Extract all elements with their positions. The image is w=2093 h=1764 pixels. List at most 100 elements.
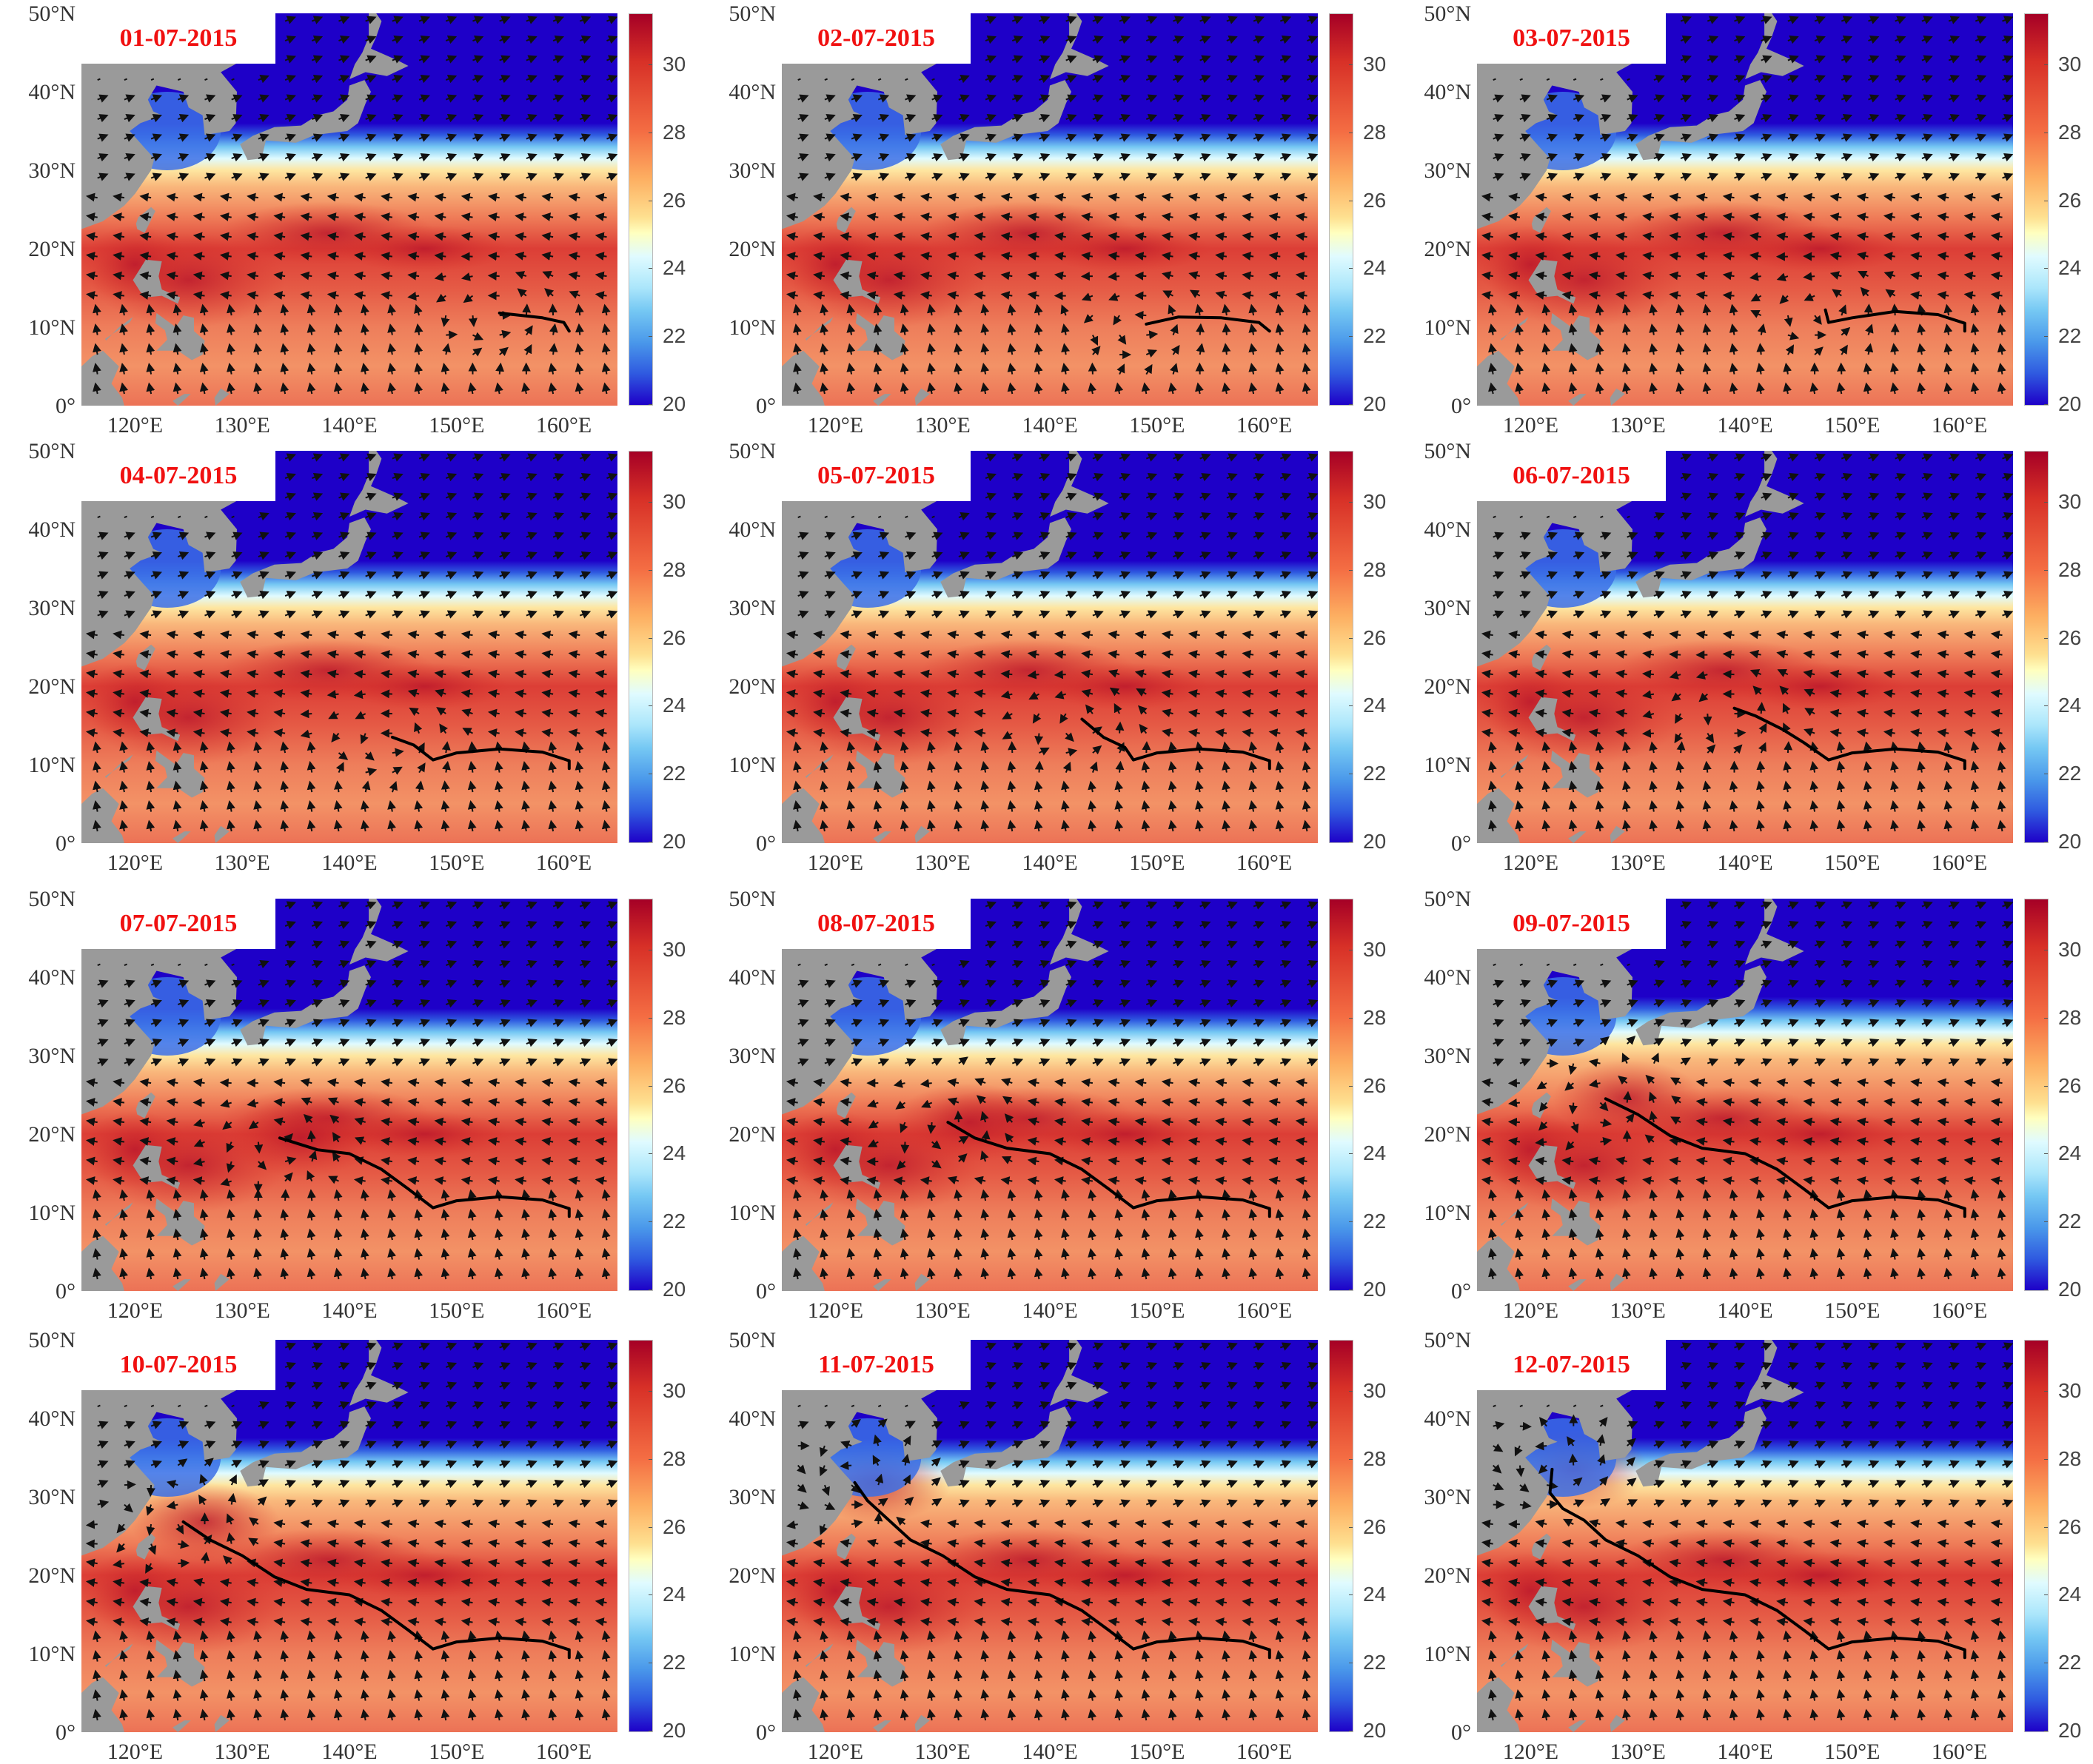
y-tick-label: 0° [7, 1281, 76, 1303]
map-svg [1477, 899, 2013, 1291]
x-tick-label: 140°E [1002, 415, 1098, 437]
x-tick-label: 130°E [894, 1741, 991, 1763]
colorbar-tick [649, 1153, 652, 1154]
colorbar-tick-label: 26 [2058, 1517, 2081, 1537]
warm-sst-patch [1477, 1552, 1584, 1630]
colorbar-tick [649, 64, 652, 65]
warm-sst-patch [1039, 1552, 1211, 1599]
colorbar-tick [2044, 1391, 2048, 1392]
y-tick-label: 50°N [7, 1329, 76, 1352]
warm-sst-patch [339, 225, 511, 272]
warm-sst-patch [782, 1110, 889, 1189]
map-svg [81, 451, 617, 843]
x-tick-label: 140°E [1002, 852, 1098, 874]
colorbar-tick [2044, 1018, 2048, 1019]
y-tick-label: 0° [708, 833, 776, 855]
x-tick-label: 140°E [301, 1300, 398, 1322]
map-svg [81, 1340, 617, 1732]
colorbar-tick [649, 1018, 652, 1019]
x-tick-label: 140°E [301, 415, 398, 437]
date-label: 05-07-2015 [782, 451, 971, 501]
y-tick-label: 50°N [1403, 888, 1471, 910]
y-tick-label: 40°N [7, 81, 76, 104]
colorbar-tick [2044, 336, 2048, 337]
colorbar-tick [2044, 570, 2048, 571]
y-tick-label: 0° [708, 395, 776, 417]
sst-colorbar [2024, 13, 2049, 406]
warm-sst-patch [1039, 663, 1211, 710]
sst-colorbar [2024, 451, 2049, 843]
colorbar-tick-label: 24 [2058, 258, 2081, 278]
x-tick-label: 160°E [1912, 415, 2008, 437]
colorbar-tick [649, 268, 652, 269]
map-svg [81, 899, 617, 1291]
y-tick-label: 30°N [7, 1486, 76, 1509]
y-tick-label: 40°N [1403, 81, 1471, 104]
sst-colorbar [629, 899, 653, 1291]
y-tick-label: 50°N [7, 440, 76, 463]
sst-map [782, 1340, 1318, 1732]
colorbar-tick-label: 20 [663, 1279, 686, 1300]
y-tick-label: 30°N [1403, 1486, 1471, 1509]
colorbar-tick-label: 28 [1363, 560, 1386, 580]
y-tick-label: 10°N [7, 754, 76, 777]
y-tick-label: 10°N [7, 1202, 76, 1224]
colorbar-tick [649, 336, 652, 337]
y-tick-label: 30°N [7, 160, 76, 182]
colorbar-tick [1349, 1391, 1353, 1392]
sst-colorbar [629, 1340, 653, 1732]
y-tick-label: 20°N [1403, 1565, 1471, 1587]
colorbar-tick-label: 24 [1363, 258, 1386, 278]
sst-map [782, 899, 1318, 1291]
colorbar-tick [649, 570, 652, 571]
colorbar-tick [649, 638, 652, 639]
colorbar-tick-label: 28 [1363, 1007, 1386, 1028]
colorbar-tick-label: 22 [1363, 326, 1386, 346]
x-tick-label: 140°E [1697, 852, 1793, 874]
sst-map [1477, 1340, 2013, 1732]
sst-map [81, 899, 617, 1291]
colorbar-tick-label: 20 [2058, 1720, 2081, 1741]
colorbar-tick [1349, 570, 1353, 571]
colorbar-tick [1349, 1527, 1353, 1528]
colorbar-tick-label: 28 [663, 122, 686, 143]
y-tick-label: 50°N [1403, 1329, 1471, 1352]
sst-map [1477, 899, 2013, 1291]
y-tick-label: 40°N [7, 1408, 76, 1430]
colorbar-tick [649, 1459, 652, 1460]
warm-sst-patch [339, 1552, 511, 1599]
x-tick-label: 140°E [1002, 1300, 1098, 1322]
colorbar-tick-label: 24 [663, 1584, 686, 1605]
colorbar-tick-label: 30 [663, 1381, 686, 1401]
y-tick-label: 10°N [708, 754, 776, 777]
colorbar-tick [649, 1391, 652, 1392]
x-tick-label: 160°E [516, 852, 612, 874]
colorbar-tick [1349, 268, 1353, 269]
y-tick-label: 20°N [7, 1124, 76, 1146]
y-tick-label: 40°N [1403, 967, 1471, 989]
x-tick-label: 120°E [787, 415, 883, 437]
x-tick-label: 160°E [1912, 1300, 2008, 1322]
y-tick-label: 0° [7, 1722, 76, 1744]
colorbar-tick [2044, 502, 2048, 503]
sst-colorbar [1329, 899, 1353, 1291]
colorbar-tick [2044, 638, 2048, 639]
colorbar-tick-label: 24 [1363, 1143, 1386, 1164]
colorbar-tick-label: 22 [1363, 763, 1386, 784]
y-tick-label: 10°N [708, 1643, 776, 1666]
x-tick-label: 160°E [1912, 1741, 2008, 1763]
warm-sst-patch [1735, 663, 1906, 710]
warm-sst-patch [1477, 225, 1584, 303]
x-tick-label: 130°E [1590, 415, 1686, 437]
y-tick-label: 40°N [7, 967, 76, 989]
y-tick-label: 10°N [7, 317, 76, 339]
colorbar-tick-label: 28 [663, 1449, 686, 1469]
y-tick-label: 0° [7, 833, 76, 855]
colorbar-tick [649, 1221, 652, 1222]
x-tick-label: 120°E [787, 852, 883, 874]
sst-map [81, 13, 617, 406]
colorbar-tick-label: 24 [2058, 695, 2081, 716]
colorbar-tick-label: 24 [663, 1143, 686, 1164]
colorbar-tick-label: 26 [2058, 190, 2081, 211]
colorbar-tick-label: 26 [663, 1076, 686, 1096]
